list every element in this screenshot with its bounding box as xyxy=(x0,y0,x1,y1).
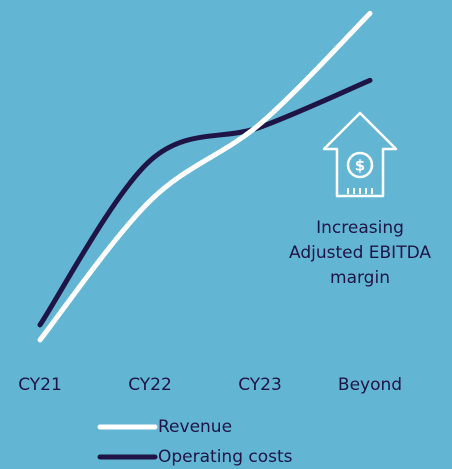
x-tick-label: Beyond xyxy=(338,375,402,395)
legend-label: Revenue xyxy=(158,417,232,437)
annotation: Increasing xyxy=(316,218,404,238)
annotation: margin xyxy=(330,268,390,288)
x-tick-label: CY23 xyxy=(238,375,282,395)
legend-label: Operating costs xyxy=(158,447,293,467)
x-tick-label: CY22 xyxy=(128,375,172,395)
x-tick-label: CY21 xyxy=(18,375,62,395)
annotation: Adjusted EBITDA xyxy=(289,243,431,263)
money-arrow-icon xyxy=(322,111,398,198)
series-line xyxy=(37,10,373,343)
dollar-sign: $ xyxy=(355,157,365,175)
series-line xyxy=(37,77,373,328)
